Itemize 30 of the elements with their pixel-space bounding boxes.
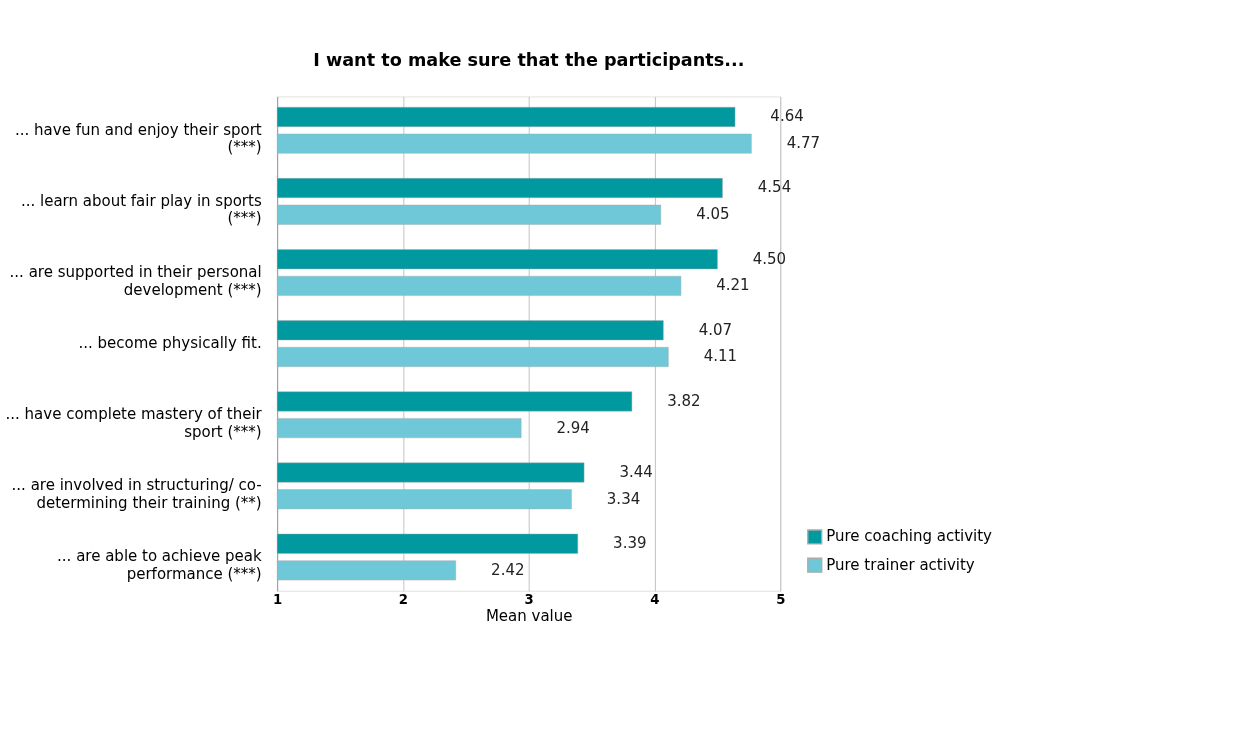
data-label: 4.11 (703, 347, 738, 366)
data-label: 3.44 (619, 462, 653, 481)
data-label: 2.94 (556, 418, 590, 437)
x-tick-label: 3 (524, 591, 534, 607)
data-label: 3.82 (667, 391, 701, 410)
data-label: 4.50 (752, 249, 787, 268)
data-label: 4.21 (716, 276, 750, 295)
x-tick-label: 5 (776, 591, 786, 607)
x-axis-title: Mean value (485, 607, 573, 626)
data-label: 4.07 (698, 320, 733, 339)
y-tick-label: ... become physically fit. (78, 334, 262, 353)
chart-title: I want to make sure that the participants... (313, 50, 745, 71)
legend-label: Pure trainer activity (826, 555, 975, 574)
data-label: 4.64 (770, 107, 804, 126)
legend-label: Pure coaching activity (826, 527, 993, 546)
y-tick-label: ... are supported in their personal development (***) (9, 262, 262, 299)
y-tick-label: ... learn about fair play in sports (***) (20, 191, 262, 228)
data-label: 4.05 (696, 205, 730, 224)
data-label: 3.39 (613, 534, 647, 553)
x-tick-label: 1 (273, 591, 283, 607)
data-label: 2.42 (491, 560, 525, 579)
data-label: 4.77 (786, 134, 821, 153)
y-tick-label: ... are able to achieve peak performance (***) (57, 547, 263, 584)
y-tick-label: ... are involved in structuring/ co-determining their training (**) (11, 476, 262, 512)
x-tick-label: 4 (650, 591, 660, 607)
y-tick-label: ... have fun and enjoy their sport (***) (15, 120, 262, 157)
data-label: 4.54 (757, 178, 792, 197)
data-label: 3.34 (606, 489, 641, 508)
y-tick-label: ... have complete mastery of their sport (***) (5, 405, 263, 441)
x-tick-label: 2 (398, 591, 409, 607)
